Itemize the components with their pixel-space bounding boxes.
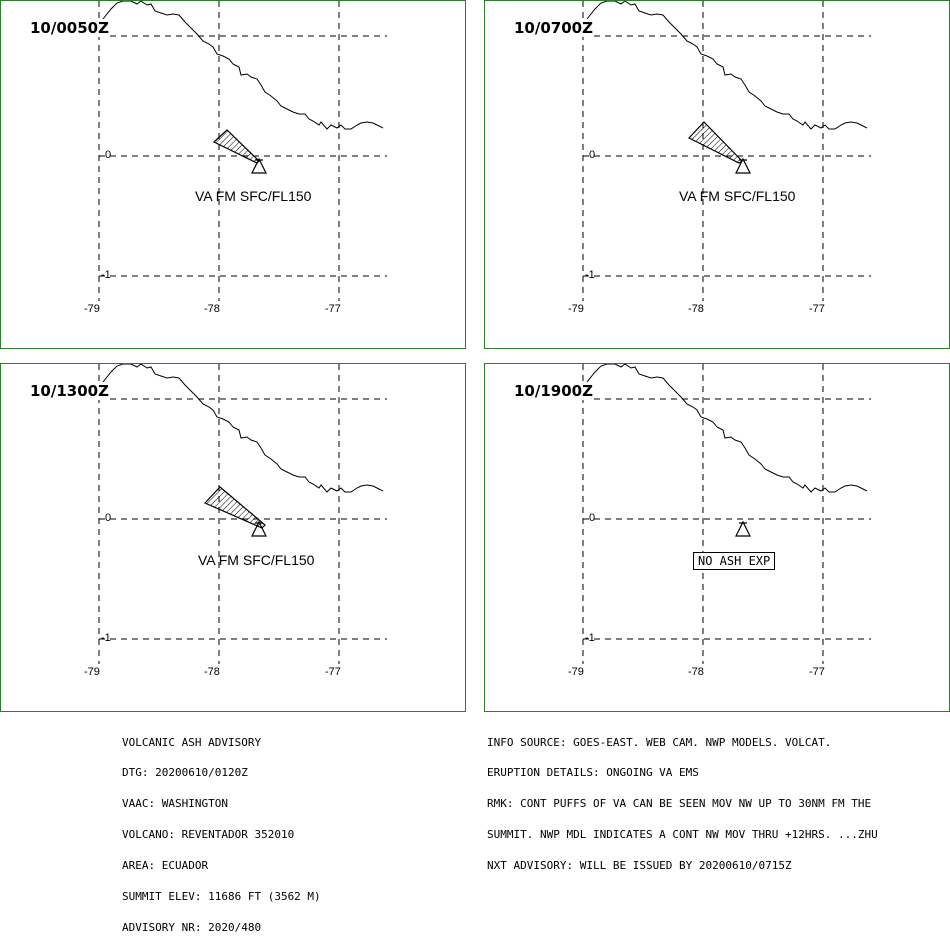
ash-plume-polygon <box>212 129 260 164</box>
coastline <box>102 1 384 130</box>
coastline <box>586 364 868 493</box>
lat-tick-0: 0 <box>589 512 596 524</box>
advisory-area: AREA: ECUADOR <box>122 859 209 873</box>
ash-plume <box>688 121 743 164</box>
advisory-remarks-line2: SUMMIT. NWP MDL INDICATES A CONT NW MOV … <box>487 828 878 842</box>
valid-time-label: 10/1300Z <box>29 382 110 400</box>
lon-tick-77: -77 <box>325 666 341 678</box>
map-canvas-1 <box>98 1 387 301</box>
lat-lon-grid <box>582 364 871 664</box>
advisory-header-block: VOLCANIC ASH ADVISORY DTG: 20200610/0120… <box>122 717 321 944</box>
no-ash-expected-box: NO ASH EXP <box>693 552 776 570</box>
lon-tick-79: -79 <box>84 303 100 315</box>
map-panel-3: 10/1300Z VA FM SFC/FL150 0 -1 -79 -78 -7… <box>0 363 466 712</box>
ash-plume-polygon <box>688 121 743 164</box>
valid-time-label: 10/0050Z <box>29 19 110 37</box>
lon-tick-77: -77 <box>809 303 825 315</box>
lat-tick-minus1: -1 <box>101 269 111 281</box>
volcano-icon <box>251 520 267 537</box>
advisory-volcano: VOLCANO: REVENTADOR 352010 <box>122 828 295 842</box>
advisory-vaac: VAAC: WASHINGTON <box>122 797 228 811</box>
advisory-number: ADVISORY NR: 2020/480 <box>122 920 262 934</box>
map-canvas-4 <box>582 364 871 664</box>
map-canvas-2 <box>582 1 871 301</box>
advisory-title: VOLCANIC ASH ADVISORY <box>122 735 262 749</box>
lon-tick-77: -77 <box>809 666 825 678</box>
lon-tick-78: -78 <box>688 666 704 678</box>
lon-tick-78: -78 <box>204 303 220 315</box>
lon-tick-77: -77 <box>325 303 341 315</box>
valid-time-label: 10/0700Z <box>513 19 594 37</box>
ash-cloud-label: VA FM SFC/FL150 <box>679 188 796 204</box>
map-panel-4: 10/1900Z NO ASH EXP 0 -1 -79 -78 -77 <box>484 363 950 712</box>
map-canvas-3 <box>98 364 387 664</box>
lon-tick-79: -79 <box>568 303 584 315</box>
coastline <box>586 1 868 130</box>
ash-cloud-label: VA FM SFC/FL150 <box>198 552 315 568</box>
ash-plume-polygon <box>203 486 266 529</box>
coastline <box>102 364 384 493</box>
lat-tick-0: 0 <box>105 512 112 524</box>
lon-tick-78: -78 <box>204 666 220 678</box>
advisory-info-source: INFO SOURCE: GOES-EAST. WEB CAM. NWP MOD… <box>487 735 832 749</box>
volcano-icon <box>251 157 267 174</box>
lon-tick-79: -79 <box>84 666 100 678</box>
lon-tick-79: -79 <box>568 666 584 678</box>
lat-tick-minus1: -1 <box>101 632 111 644</box>
advisory-next-advisory: NXT ADVISORY: WILL BE ISSUED BY 20200610… <box>487 859 792 873</box>
advisory-remarks-line1: RMK: CONT PUFFS OF VA CAN BE SEEN MOV NW… <box>487 797 872 811</box>
lat-tick-minus1: -1 <box>585 632 595 644</box>
map-panel-2: 10/0700Z VA FM SFC/FL150 0 -1 -79 -78 -7… <box>484 0 950 349</box>
map-panel-1: 10/0050Z VA FM SFC/FL150 0 -1 -79 -78 -7… <box>0 0 466 349</box>
lon-tick-78: -78 <box>688 303 704 315</box>
lat-tick-0: 0 <box>589 149 596 161</box>
advisory-dtg: DTG: 20200610/0120Z <box>122 766 248 780</box>
advisory-details-block: INFO SOURCE: GOES-EAST. WEB CAM. NWP MOD… <box>487 717 878 882</box>
ash-cloud-label: VA FM SFC/FL150 <box>195 188 312 204</box>
volcano-icon <box>735 520 751 537</box>
advisory-summit-elev: SUMMIT ELEV: 11686 FT (3562 M) <box>122 890 321 904</box>
ash-plume <box>203 486 266 529</box>
lat-tick-0: 0 <box>105 149 112 161</box>
ash-plume <box>212 129 260 164</box>
lat-tick-minus1: -1 <box>585 269 595 281</box>
volcano-icon <box>735 157 751 174</box>
advisory-eruption-details: ERUPTION DETAILS: ONGOING VA EMS <box>487 766 699 780</box>
valid-time-label: 10/1900Z <box>513 382 594 400</box>
